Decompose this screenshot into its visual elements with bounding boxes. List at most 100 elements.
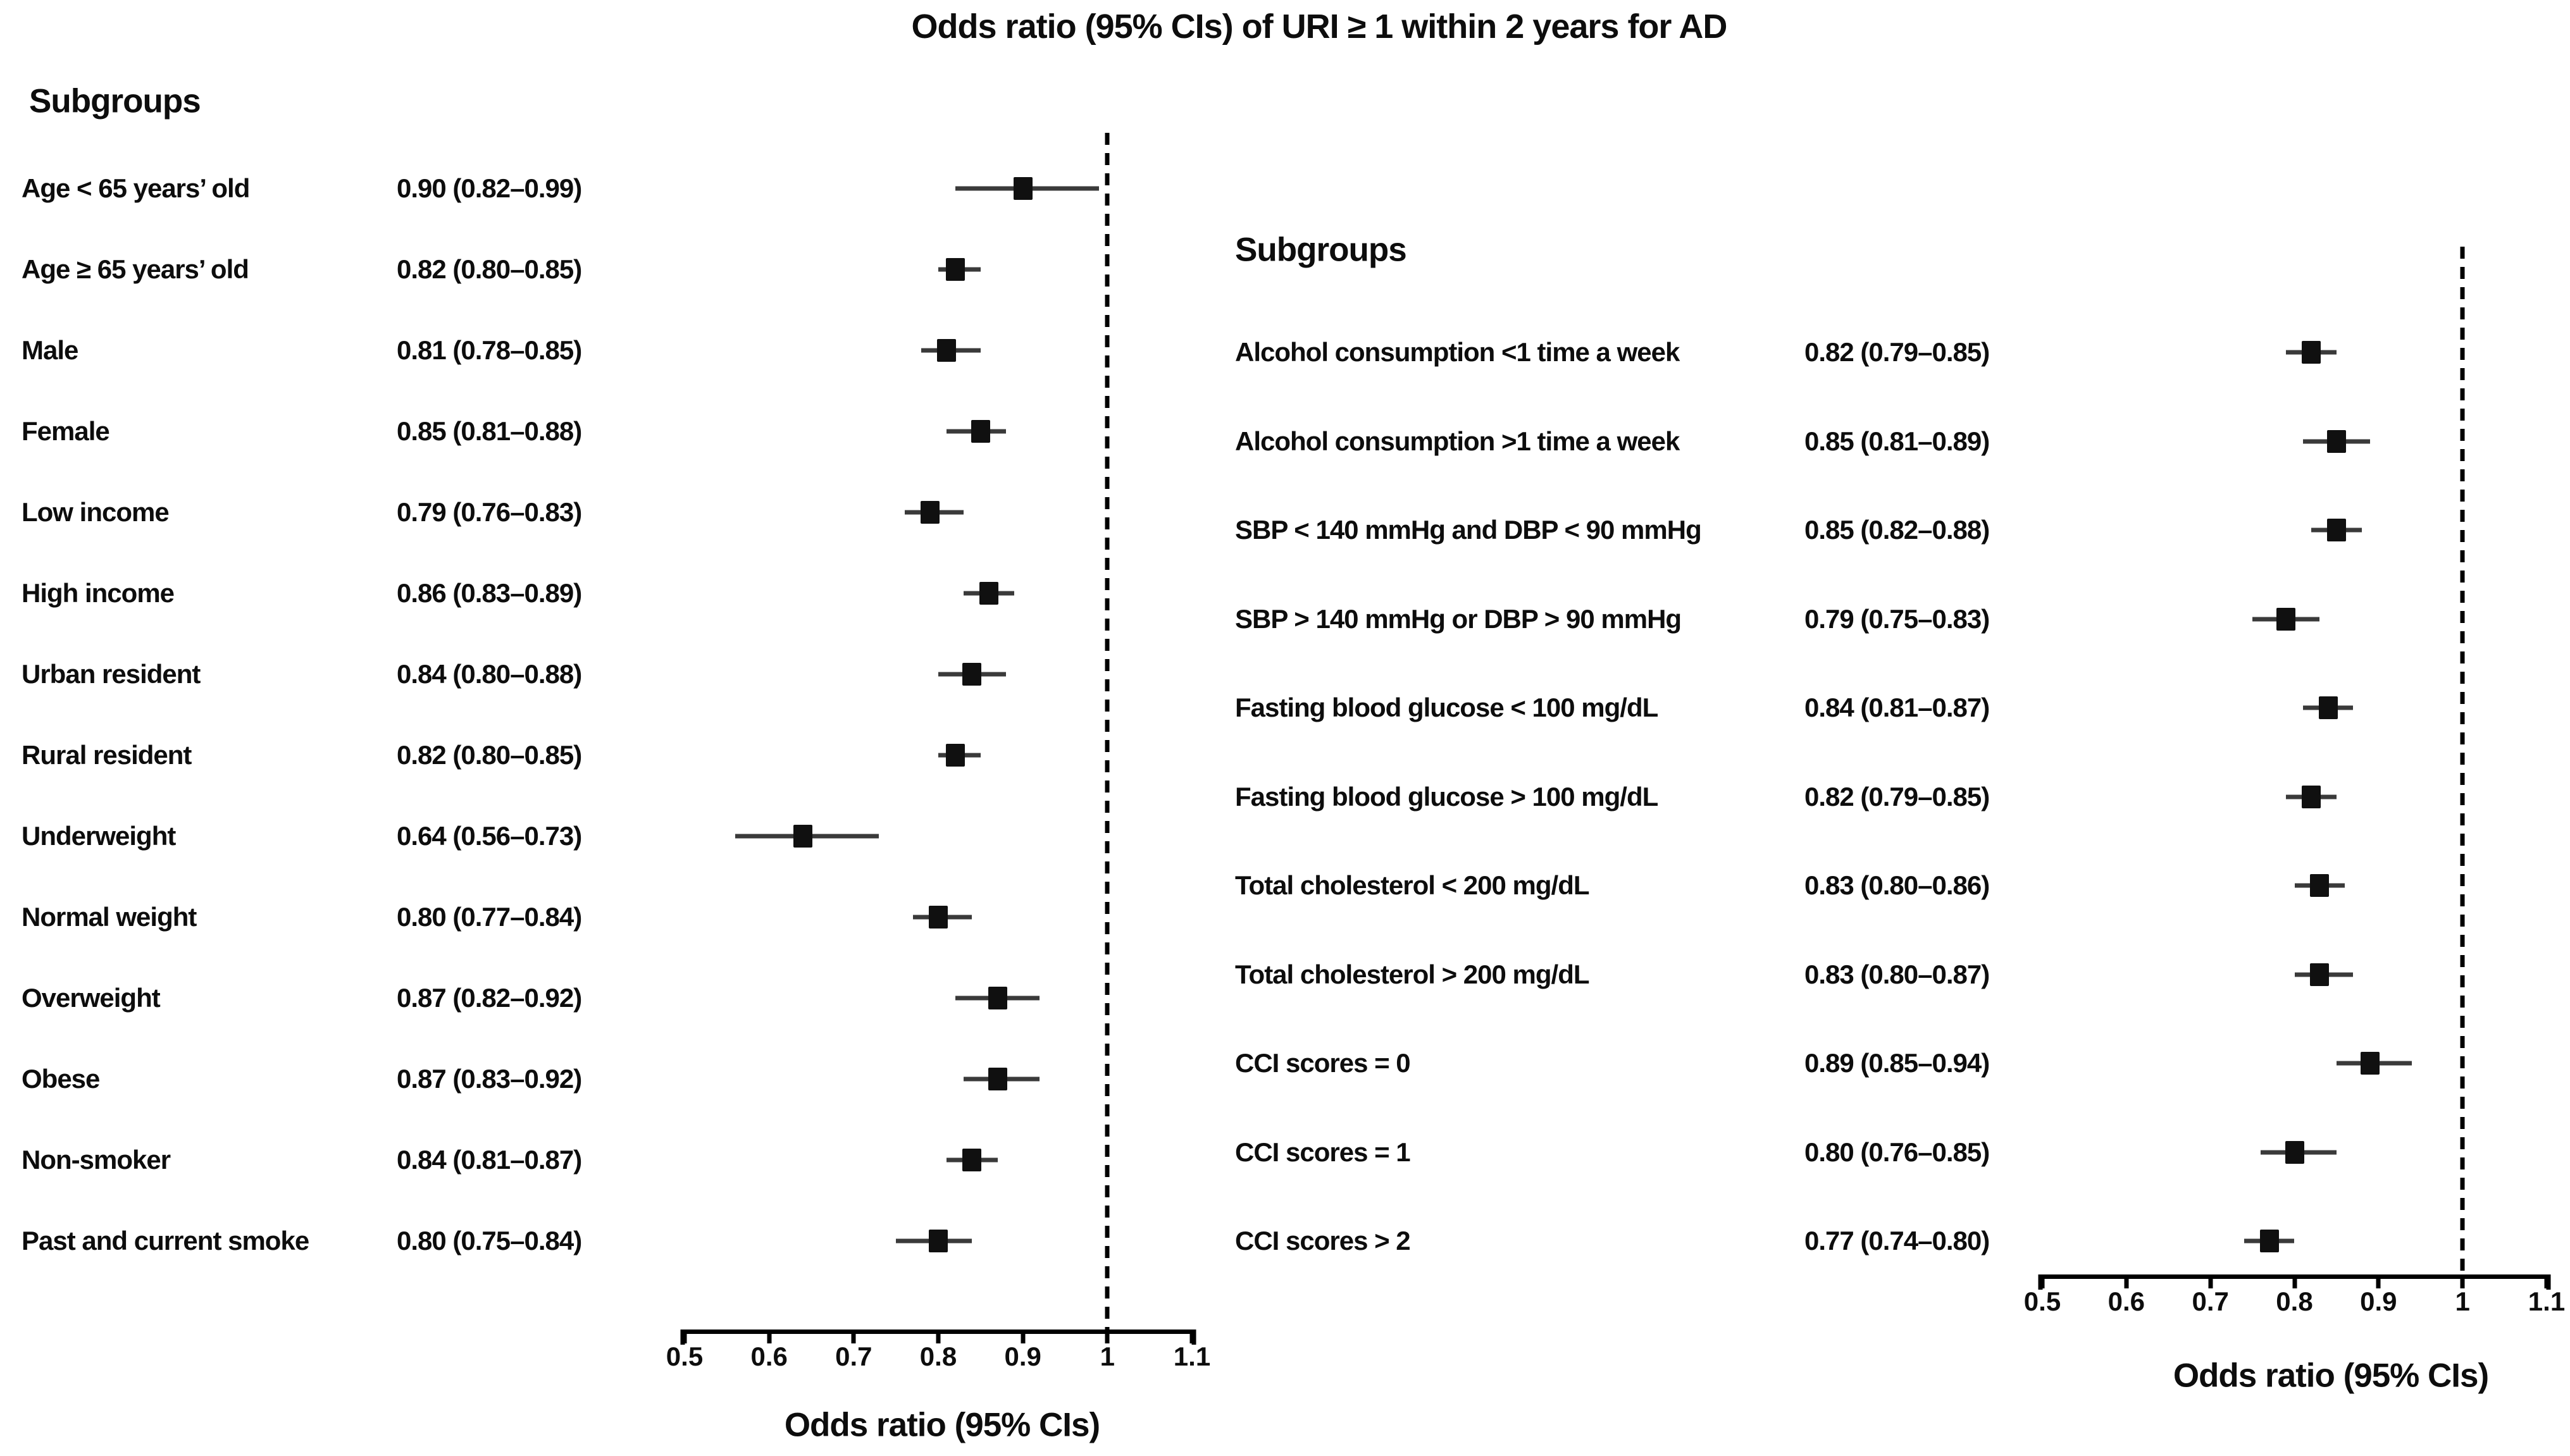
or-ci-value: 0.83 (0.80–0.86) — [1804, 870, 1990, 900]
or-ci-value: 0.80 (0.75–0.84) — [397, 1226, 582, 1255]
subgroup-label: Underweight — [22, 821, 176, 851]
axis-tick-label: 0.7 — [835, 1342, 872, 1371]
or-marker — [2361, 1052, 2380, 1075]
or-ci-value: 0.85 (0.82–0.88) — [1804, 515, 1990, 545]
or-ci-value: 0.84 (0.80–0.88) — [397, 659, 582, 689]
or-ci-value: 0.84 (0.81–0.87) — [1804, 693, 1990, 722]
subgroup-label: Non-smoker — [22, 1145, 171, 1175]
reference-line — [1105, 133, 1110, 1330]
left-axis-title: Odds ratio (95% CIs) — [784, 1406, 1100, 1444]
or-ci-value: 0.83 (0.80–0.87) — [1804, 959, 1990, 989]
axis-tick-label: 0.9 — [1004, 1342, 1041, 1371]
axis-tick — [2292, 1279, 2297, 1288]
or-marker — [929, 1230, 948, 1252]
or-ci-value: 0.87 (0.82–0.92) — [397, 983, 582, 1013]
or-marker — [1013, 177, 1033, 200]
or-ci-value: 0.85 (0.81–0.89) — [1804, 426, 1990, 456]
axis-tick — [2208, 1279, 2213, 1288]
subgroup-label: Age < 65 years’ old — [22, 173, 250, 203]
right-axis-title: Odds ratio (95% CIs) — [2173, 1357, 2489, 1395]
subgroup-label: Obese — [22, 1064, 100, 1094]
or-ci-value: 0.82 (0.80–0.85) — [397, 740, 582, 770]
or-ci-value: 0.80 (0.77–0.84) — [397, 902, 582, 932]
or-marker — [962, 1149, 982, 1171]
right-panel-subgroups-header: Subgroups — [1235, 231, 1407, 269]
axis-tick — [2376, 1279, 2381, 1288]
axis-tick — [2544, 1279, 2549, 1288]
or-ci-value: 0.77 (0.74–0.80) — [1804, 1226, 1990, 1255]
or-marker — [962, 663, 982, 686]
axis-tick-label: 1.1 — [2528, 1286, 2566, 1316]
or-marker — [988, 1068, 1007, 1090]
or-marker — [2326, 519, 2346, 541]
or-marker — [2302, 785, 2321, 808]
axis-tick-label: 0.6 — [2108, 1286, 2145, 1316]
subgroup-label: Female — [22, 416, 110, 446]
subgroup-label: Past and current smoke — [22, 1226, 309, 1255]
axis-tick — [2460, 1279, 2465, 1288]
or-marker — [2310, 963, 2330, 986]
subgroup-label: Urban resident — [22, 659, 201, 689]
subgroup-label: Overweight — [22, 983, 161, 1013]
axis-tick-label: 0.7 — [2192, 1286, 2229, 1316]
axis-tick-label: 0.8 — [919, 1342, 957, 1371]
axis-tick — [682, 1334, 687, 1343]
or-ci-value: 0.89 (0.85–0.94) — [1804, 1048, 1990, 1078]
subgroup-label: SBP < 140 mmHg and DBP < 90 mmHg — [1235, 515, 1702, 545]
or-marker — [920, 501, 940, 524]
axis-tick-label: 0.8 — [2276, 1286, 2313, 1316]
subgroup-label: CCI scores > 2 — [1235, 1226, 1411, 1255]
or-ci-value: 0.80 (0.76–0.85) — [1804, 1137, 1990, 1167]
or-marker — [937, 339, 957, 362]
left-panel-subgroups-header: Subgroups — [29, 82, 201, 120]
axis-tick — [936, 1334, 941, 1343]
axis-tick — [2124, 1279, 2129, 1288]
figure-title: Odds ratio (95% CIs) of URI ≥ 1 within 2… — [911, 8, 1728, 46]
or-ci-value: 0.81 (0.78–0.85) — [397, 335, 582, 365]
or-marker — [2259, 1230, 2279, 1252]
subgroup-label: Alcohol consumption <1 time a week — [1235, 337, 1680, 367]
axis-tick-label: 0.6 — [750, 1342, 788, 1371]
or-ci-value: 0.87 (0.83–0.92) — [397, 1064, 582, 1094]
subgroup-label: Total cholesterol < 200 mg/dL — [1235, 870, 1590, 900]
axis-tick-label: 0.5 — [2023, 1286, 2061, 1316]
or-marker — [945, 258, 965, 281]
axis-tick — [1189, 1334, 1195, 1343]
subgroup-label: High income — [22, 578, 175, 608]
or-ci-value: 0.79 (0.75–0.83) — [1804, 603, 1990, 634]
or-marker — [929, 906, 948, 929]
axis-tick — [1021, 1334, 1026, 1343]
axis-tick — [851, 1334, 856, 1343]
subgroup-label: Total cholesterol > 200 mg/dL — [1235, 959, 1590, 989]
axis-tick — [2040, 1279, 2045, 1288]
axis-tick-label: 0.5 — [666, 1342, 704, 1371]
or-marker — [979, 582, 999, 605]
subgroup-label: CCI scores = 1 — [1235, 1137, 1411, 1167]
or-ci-value: 0.82 (0.79–0.85) — [1804, 781, 1990, 811]
x-axis-line — [681, 1330, 1196, 1334]
or-marker — [2302, 341, 2321, 364]
or-marker — [2310, 874, 2330, 897]
or-marker — [945, 744, 965, 767]
or-ci-value: 0.84 (0.81–0.87) — [397, 1145, 582, 1175]
or-ci-value: 0.82 (0.79–0.85) — [1804, 337, 1990, 367]
subgroup-label: Male — [22, 335, 78, 365]
subgroup-label: Rural resident — [22, 740, 192, 770]
axis-tick-label: 0.9 — [2360, 1286, 2397, 1316]
or-ci-value: 0.64 (0.56–0.73) — [397, 821, 582, 851]
reference-line — [2460, 247, 2465, 1274]
subgroup-label: Fasting blood glucose > 100 mg/dL — [1235, 781, 1658, 811]
subgroup-label: Age ≥ 65 years’ old — [22, 254, 249, 284]
subgroup-label: Fasting blood glucose < 100 mg/dL — [1235, 693, 1658, 722]
or-ci-value: 0.82 (0.80–0.85) — [397, 254, 582, 284]
or-marker — [988, 987, 1007, 1009]
x-axis-line — [2039, 1274, 2550, 1279]
axis-tick — [1105, 1334, 1110, 1343]
or-ci-value: 0.86 (0.83–0.89) — [397, 578, 582, 608]
subgroup-label: Alcohol consumption >1 time a week — [1235, 426, 1680, 456]
or-ci-value: 0.79 (0.76–0.83) — [397, 497, 582, 527]
or-marker — [971, 420, 990, 443]
or-marker — [793, 825, 813, 848]
or-ci-value: 0.90 (0.82–0.99) — [397, 173, 582, 203]
